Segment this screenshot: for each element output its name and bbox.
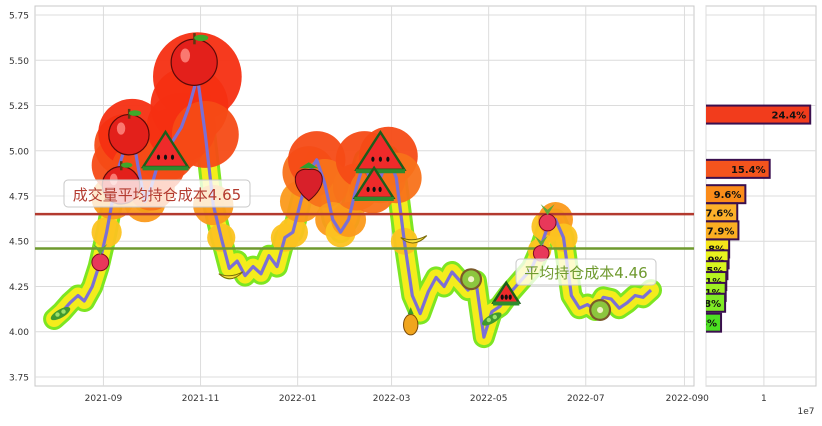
side-x-offset-label: 1e7 bbox=[798, 407, 815, 417]
watermelon-seed bbox=[378, 156, 382, 162]
pea-pod bbox=[50, 307, 71, 321]
strawberry-leaves bbox=[299, 162, 319, 169]
pea-icon bbox=[482, 312, 502, 326]
radish-leaves bbox=[93, 243, 108, 256]
radish-icon bbox=[91, 243, 110, 272]
y-tick-label: 5.25 bbox=[9, 102, 29, 112]
pineapple-body bbox=[403, 314, 419, 336]
kiwi-core bbox=[597, 306, 604, 314]
y-tick-label: 5.50 bbox=[9, 57, 29, 67]
kiwi-icon bbox=[589, 299, 612, 321]
watermelon-seed bbox=[508, 294, 512, 300]
pea bbox=[486, 317, 491, 323]
side-x-tick-label: 1 bbox=[761, 394, 767, 404]
watermelon-seed bbox=[371, 156, 375, 162]
x-tick-label: 2021-09 bbox=[85, 394, 123, 404]
bar-percent-label: 7.6% bbox=[706, 208, 734, 219]
strawberry-icon bbox=[294, 162, 323, 202]
watermelon-icon bbox=[354, 129, 407, 174]
strawberry-body bbox=[294, 168, 323, 202]
apple-leaf bbox=[194, 34, 209, 42]
label-box bbox=[515, 258, 657, 286]
radish-leaves bbox=[540, 204, 555, 216]
kiwi-icon bbox=[460, 268, 483, 291]
avg-cost-volume-label: 成交量平均持仓成本4.65 bbox=[63, 179, 251, 208]
apple-body bbox=[108, 113, 150, 156]
y-tick-label: 4.25 bbox=[9, 283, 29, 293]
pea bbox=[492, 314, 497, 320]
pea bbox=[61, 309, 66, 314]
apple-icon bbox=[170, 33, 218, 86]
apple-shine bbox=[180, 48, 191, 63]
apple-leaf bbox=[128, 110, 142, 116]
watermelon-icon bbox=[140, 129, 191, 171]
bar-percent-label: 9.6% bbox=[714, 190, 742, 201]
banana-body bbox=[218, 271, 244, 280]
y-tick-label: 4.50 bbox=[9, 238, 29, 248]
banana-body bbox=[400, 235, 428, 244]
bar-percent-label: 4.8% bbox=[693, 299, 721, 310]
watermelon-icon bbox=[352, 165, 396, 201]
pea bbox=[55, 312, 60, 317]
bar-percent-label: 15.4% bbox=[731, 165, 766, 176]
x-tick-label: 2021-11 bbox=[182, 394, 220, 404]
x-tick-label: 2022-09 bbox=[666, 394, 704, 404]
banana-icon bbox=[400, 235, 428, 244]
y-tick-label: 5.75 bbox=[9, 12, 29, 22]
avg-cost-label: 平均持仓成本4.46 bbox=[515, 258, 657, 286]
pineapple-crown bbox=[407, 307, 414, 315]
y-tick-label: 4.00 bbox=[9, 328, 29, 338]
y-tick-label: 5.00 bbox=[9, 147, 29, 157]
y-tick-label: 3.75 bbox=[9, 373, 29, 383]
apple-icon bbox=[108, 108, 150, 156]
kiwi-core bbox=[468, 276, 475, 283]
watermelon-seed bbox=[504, 294, 508, 300]
bar-percent-label: 24.4% bbox=[772, 111, 807, 122]
label-box bbox=[63, 179, 251, 208]
watermelon-seed bbox=[500, 294, 504, 300]
watermelon-seed bbox=[386, 156, 390, 162]
apple-body bbox=[170, 38, 218, 86]
x-tick-label: 2022-07 bbox=[567, 394, 605, 404]
watermelon-icon bbox=[491, 280, 522, 306]
distribution-bar bbox=[706, 312, 723, 333]
label-text: 平均持仓成本4.46 bbox=[524, 264, 647, 282]
radish-body bbox=[538, 213, 557, 232]
pea-icon bbox=[50, 307, 71, 321]
watermelon-seed bbox=[378, 186, 382, 192]
apple-leaf bbox=[121, 162, 133, 168]
x-tick-label: 2022-01 bbox=[279, 394, 317, 404]
side-x-tick-label: 0 bbox=[703, 394, 709, 404]
watermelon-seed bbox=[170, 154, 175, 160]
label-text: 成交量平均持仓成本4.65 bbox=[73, 186, 241, 204]
radish-leaves bbox=[534, 236, 548, 247]
watermelon-seed bbox=[156, 154, 161, 160]
bar-percent-label: 3.8% bbox=[689, 319, 717, 330]
distribution-bar bbox=[706, 292, 727, 313]
y-tick-label: 4.75 bbox=[9, 193, 29, 203]
watermelon-seed bbox=[372, 186, 376, 192]
pea-pod bbox=[482, 312, 502, 326]
radish-body bbox=[91, 253, 110, 272]
watermelon-seed bbox=[366, 186, 370, 192]
banana-icon bbox=[218, 271, 244, 280]
distribution-bar bbox=[706, 104, 812, 125]
watermelon-seed bbox=[163, 154, 168, 160]
apple-shine bbox=[116, 122, 126, 135]
x-tick-label: 2022-03 bbox=[373, 394, 411, 404]
bar-percent-label: 7.9% bbox=[707, 226, 735, 237]
pineapple-icon bbox=[403, 307, 419, 336]
x-tick-label: 2022-05 bbox=[470, 394, 508, 404]
radish-icon bbox=[538, 204, 557, 232]
distribution-bar bbox=[706, 158, 771, 179]
